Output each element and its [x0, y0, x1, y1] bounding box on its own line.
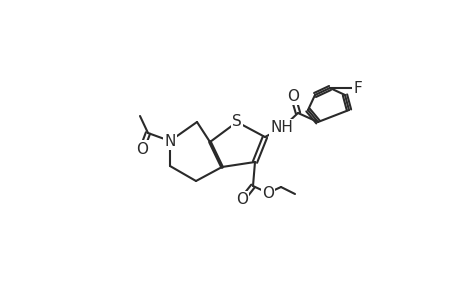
- Text: S: S: [232, 115, 241, 130]
- Text: O: O: [235, 193, 247, 208]
- Text: O: O: [286, 88, 298, 104]
- Text: NH: NH: [270, 121, 293, 136]
- Text: F: F: [353, 80, 362, 95]
- Text: N: N: [164, 134, 175, 148]
- Text: O: O: [136, 142, 148, 157]
- Text: O: O: [262, 185, 274, 200]
